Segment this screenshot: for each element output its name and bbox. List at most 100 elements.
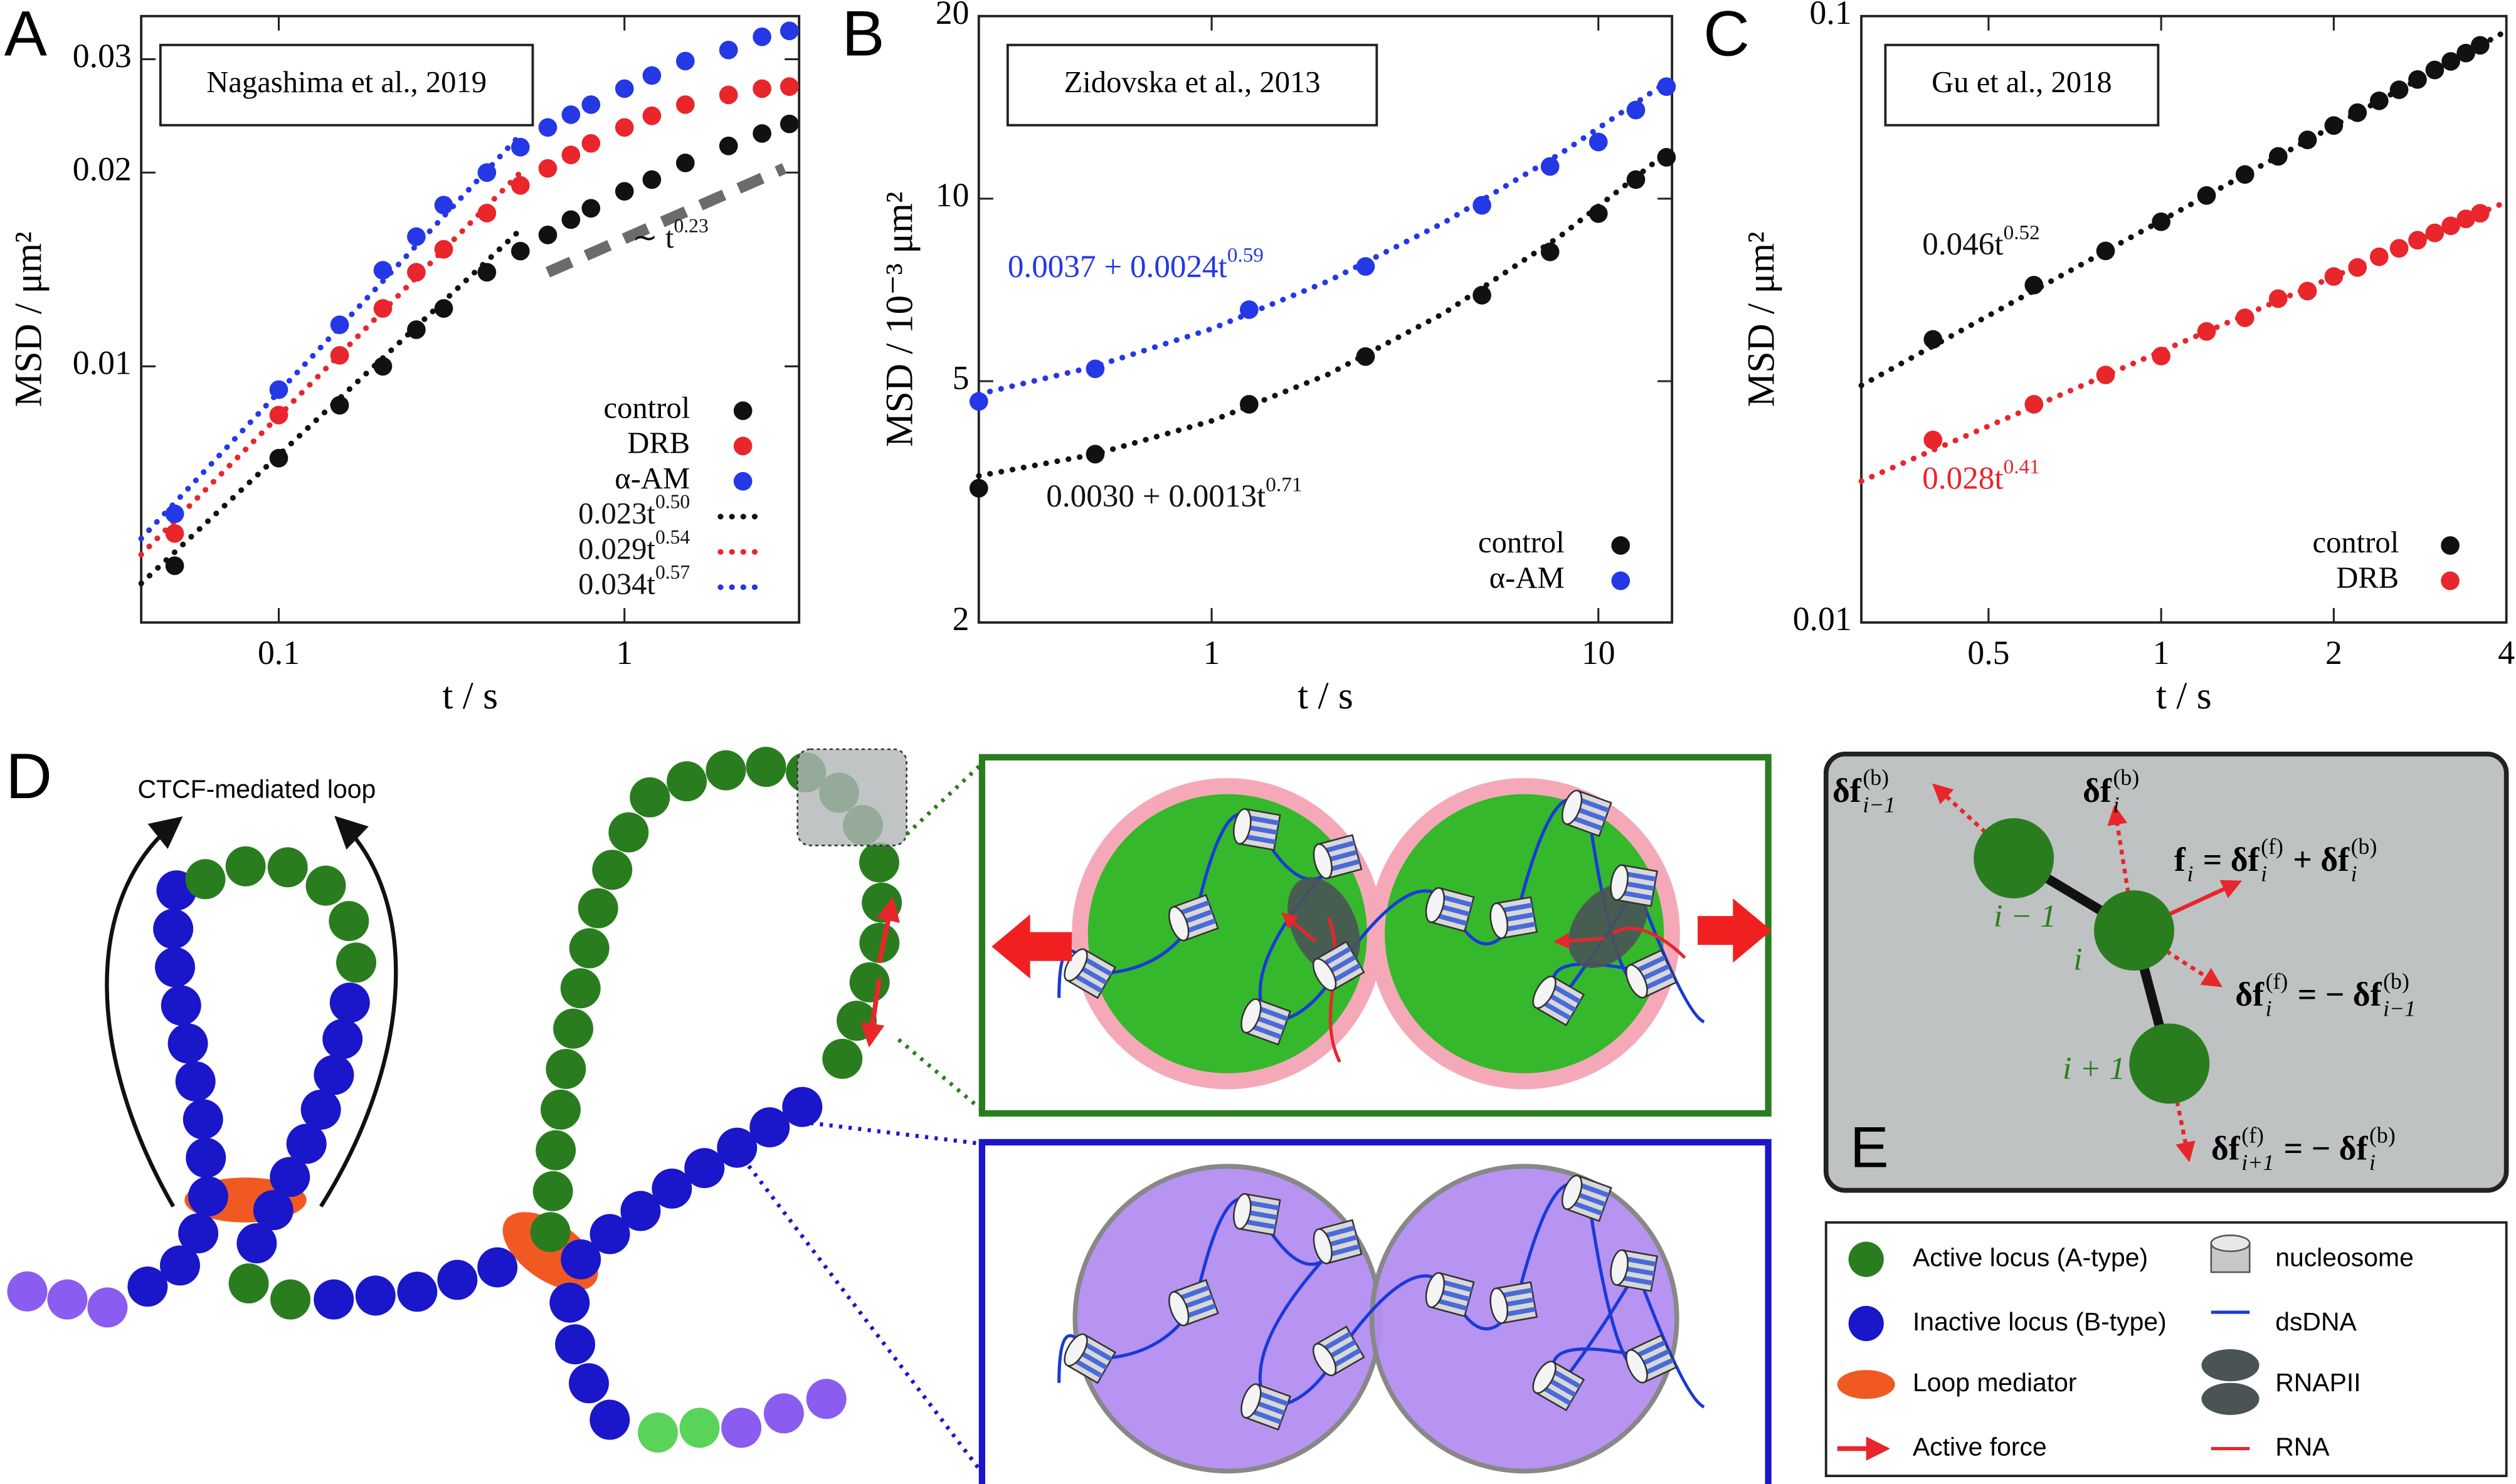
math-base: δf bbox=[2211, 1130, 2241, 1167]
data-point bbox=[753, 124, 771, 143]
math-exponent: 0.50 bbox=[655, 491, 690, 513]
zoom-box bbox=[978, 1139, 1772, 1484]
math-exponent: 0.23 bbox=[674, 215, 709, 237]
bead bbox=[806, 1379, 847, 1419]
data-point bbox=[2348, 258, 2367, 277]
data-point bbox=[675, 95, 695, 114]
legend-label: control bbox=[1478, 525, 1565, 559]
math-label: ∼ t0.23 bbox=[632, 215, 709, 255]
bead bbox=[667, 761, 707, 802]
nucleosome-cap bbox=[1425, 1272, 1446, 1308]
nucleosome-cap bbox=[1625, 1349, 1648, 1384]
chart-panel: 0.5 1 2 4 0.01 0.1 t / s MSD / μm² Gu et al., 20… bbox=[1740, 0, 2515, 717]
data-point bbox=[2298, 130, 2317, 149]
nucleosome bbox=[1233, 808, 1281, 851]
data-point bbox=[2456, 43, 2475, 63]
bead bbox=[355, 1275, 396, 1316]
bead bbox=[270, 1279, 311, 1320]
math-label: 0.046t0.52 bbox=[1922, 221, 2040, 262]
bead bbox=[652, 1168, 692, 1209]
fit-line bbox=[138, 169, 524, 558]
y-axis-label: MSD / μm² bbox=[1740, 231, 1783, 407]
data-point bbox=[2324, 116, 2344, 135]
legend-marker bbox=[2441, 571, 2460, 591]
bead bbox=[236, 1223, 277, 1264]
legend-symbol bbox=[2201, 1382, 2260, 1415]
math-label: 0.0037 + 0.0024t0.59 bbox=[1008, 243, 1264, 285]
bead bbox=[822, 1038, 863, 1079]
legend-label: control bbox=[2313, 525, 2399, 559]
nucleosome-dna bbox=[1571, 1190, 1606, 1207]
legend-marker bbox=[2441, 536, 2460, 555]
math-sub: i−1 bbox=[2383, 996, 2416, 1021]
legend-symbol bbox=[2210, 1234, 2251, 1253]
bead bbox=[153, 908, 194, 949]
math-sup: (b) bbox=[1863, 765, 1889, 790]
active-force bbox=[1281, 912, 1317, 944]
data-point bbox=[1626, 100, 1646, 120]
math-exponent: 0.71 bbox=[1266, 473, 1302, 496]
data-point bbox=[373, 299, 393, 318]
data-point bbox=[642, 170, 662, 189]
force-arrow bbox=[1932, 783, 2016, 860]
legend-label: DRB bbox=[627, 426, 690, 460]
chart-panel: 0.1 1 0.01 0.02 0.03 t / s MSD / μm² Nagashima … bbox=[7, 14, 801, 717]
data-point bbox=[2425, 60, 2445, 80]
bead bbox=[763, 1393, 804, 1434]
math-label: 0.028t0.41 bbox=[1922, 455, 2040, 497]
data-point bbox=[561, 105, 581, 124]
bead bbox=[178, 1213, 219, 1254]
data-point bbox=[434, 299, 453, 318]
data-point bbox=[2096, 241, 2115, 261]
data-point bbox=[1086, 445, 1105, 464]
math-base: 0.0037 + 0.0024t bbox=[1008, 249, 1227, 285]
data-point bbox=[2096, 366, 2115, 384]
nucleosome bbox=[1168, 893, 1219, 942]
y-axis-label: MSD / 10⁻³ μm² bbox=[879, 192, 921, 447]
data-point bbox=[1626, 170, 1646, 189]
math-base: ∼ t bbox=[632, 221, 674, 255]
nucleosome-cap bbox=[1425, 887, 1446, 924]
bead bbox=[188, 1176, 228, 1217]
loop-label: CTCF-mediated loop bbox=[137, 774, 376, 803]
chart-title: Nagashima et al., 2019 bbox=[206, 65, 487, 99]
nucleosome-dna bbox=[1571, 805, 1606, 822]
legend-label: α-AM bbox=[615, 461, 690, 495]
data-point bbox=[615, 118, 634, 137]
force-arrow bbox=[2133, 929, 2223, 987]
bead bbox=[749, 1107, 790, 1148]
bead bbox=[560, 968, 601, 1009]
math-exponent: 0.52 bbox=[2004, 221, 2040, 244]
data-point bbox=[969, 392, 988, 411]
nucleosome bbox=[1489, 896, 1538, 939]
nucleosome-cap bbox=[1610, 864, 1629, 901]
nucleosome-cap bbox=[1233, 808, 1252, 845]
data-point bbox=[434, 239, 453, 259]
nucleosome bbox=[1064, 948, 1117, 999]
bead bbox=[536, 1130, 576, 1171]
y-tick-label: 0.01 bbox=[73, 344, 132, 382]
bead bbox=[589, 1399, 630, 1440]
y-tick-label: 0.1 bbox=[1810, 0, 1852, 31]
nucleosome bbox=[1561, 1174, 1612, 1223]
math-sub: i bbox=[2369, 1150, 2376, 1175]
x-tick-label: 4 bbox=[2498, 634, 2515, 671]
data-point bbox=[2408, 231, 2427, 250]
legend-marker bbox=[733, 401, 753, 420]
data-point bbox=[2441, 52, 2460, 71]
x-axis-label: t / s bbox=[2156, 675, 2212, 717]
bead bbox=[300, 1090, 341, 1130]
math-sub: i bbox=[2113, 792, 2119, 817]
legend-label: Loop mediator bbox=[1913, 1368, 2077, 1397]
y-axis-label: MSD / μm² bbox=[7, 231, 50, 407]
bead bbox=[397, 1271, 438, 1312]
data-point bbox=[510, 137, 530, 157]
zoom-line bbox=[897, 1038, 983, 1112]
data-point bbox=[1472, 286, 1491, 305]
math-label: 0.023t0.50 bbox=[578, 491, 690, 530]
domain bbox=[1072, 1164, 1383, 1474]
plot-frame bbox=[977, 14, 1674, 624]
math-label: 0.034t0.57 bbox=[578, 561, 690, 601]
bead bbox=[228, 1263, 269, 1304]
